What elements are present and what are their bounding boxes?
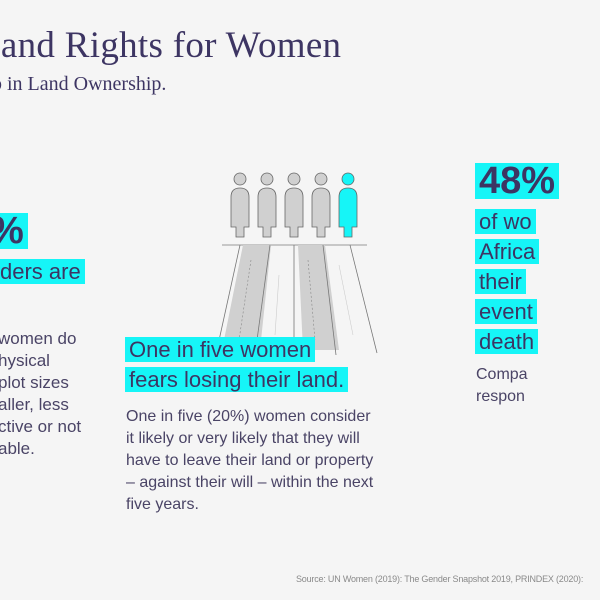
center-headline: One in five women fears losing their lan… [125,337,349,392]
left-body-line: plot sizes [0,373,69,392]
left-body: women do hysical plot sizes aller, less … [0,328,81,460]
center-headline-line: fears losing their land. [125,367,349,392]
woman-figure-icon [257,172,277,238]
left-body-line: able. [0,439,35,458]
center-body-line: five years. [126,496,199,513]
woman-figure-icon [311,172,331,238]
road-left [222,245,271,350]
page-title: Land Rights for Women [0,25,342,66]
right-body: Compa respon [476,364,528,408]
center-headline-line: One in five women [125,337,316,362]
right-stat: 48% [475,162,560,200]
right-body-line: Compa [476,366,528,383]
left-stat: % [0,212,28,250]
left-stat-value: % [0,212,28,250]
left-body-line: ctive or not [0,417,82,436]
woman-figure-icon [284,172,304,238]
women-road-illustration [217,172,378,356]
woman-figure-highlighted [338,172,358,238]
center-body-line: – against their will – within the next [126,474,374,491]
left-body-line: hysical [0,351,50,370]
right-highlight-line: their [475,269,526,294]
right-highlight-line: death [475,329,539,354]
woman-figure-icon [230,172,250,238]
right-stat-value: 48% [475,162,560,200]
center-body-line: One in five (20%) women consider [126,408,371,425]
left-body-line: women do [0,329,77,348]
right-highlight-line: of wo [475,209,536,234]
source-note: Source: UN Women (2019): The Gender Snap… [296,574,584,584]
center-body: One in five (20%) women consider it like… [126,406,373,516]
left-highlight-line: ders are [0,259,85,284]
center-body-line: have to leave their land or property [126,452,374,469]
right-highlight-line: Africa [475,239,540,264]
right-body-line: respon [476,388,525,405]
page-subtitle: p in Land Ownership. [0,73,167,95]
center-body-line: it likely or very likely that they will [126,430,360,447]
right-highlight: of wo Africa their event death [475,209,540,354]
right-highlight-line: event [475,299,537,324]
left-body-line: aller, less [0,395,69,414]
left-stat-highlight: ders are [0,259,85,284]
road-right [298,245,339,350]
